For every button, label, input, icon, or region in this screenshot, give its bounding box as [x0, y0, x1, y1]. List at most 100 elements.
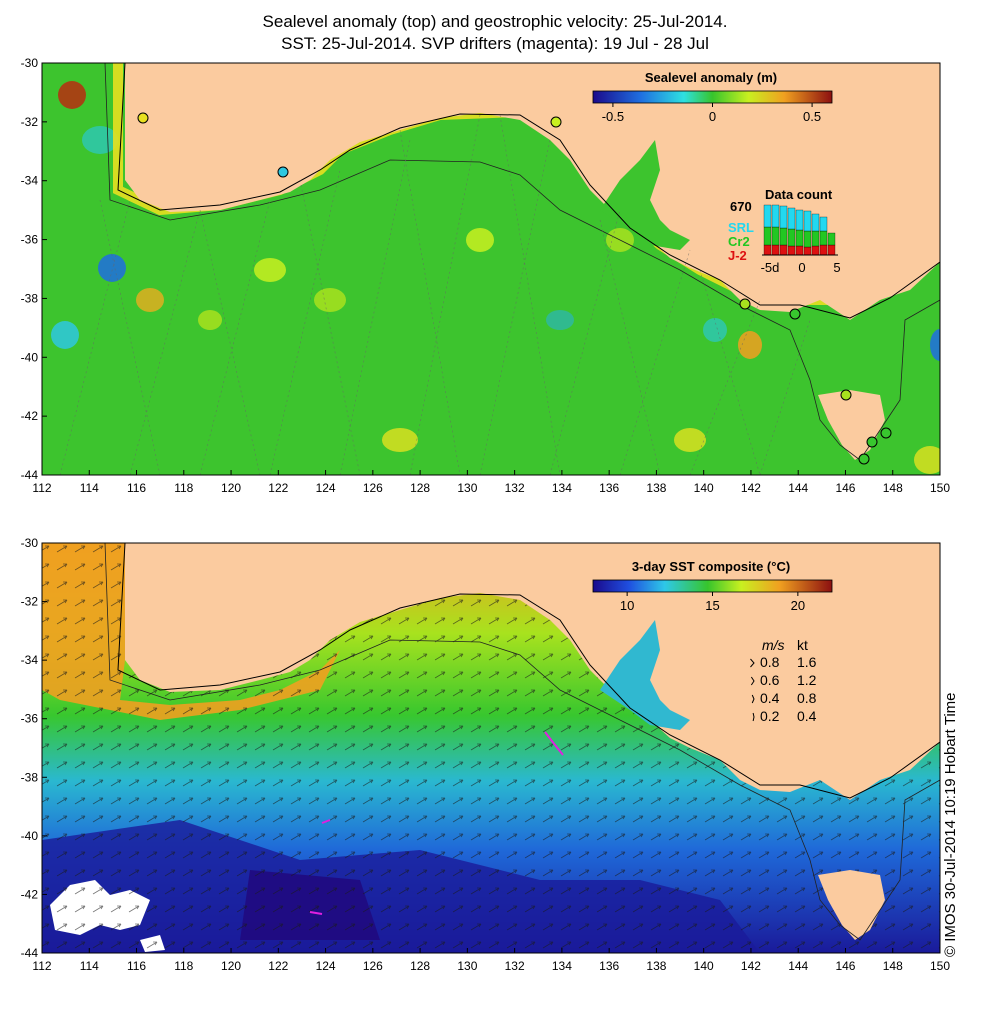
bottom-lon-tick-label: 126: [363, 959, 383, 973]
top-map-frame: [41, 62, 941, 476]
top-lon-tick-label: 124: [316, 481, 336, 495]
bottom-lon-tick-label: 132: [505, 959, 525, 973]
top-lon-tick-label: 132: [505, 481, 525, 495]
velocity-key-ms-value: 0.4: [760, 690, 780, 706]
velocity-key-kt-value: 0.4: [797, 708, 817, 724]
data-count-bar-segment: [811, 213, 820, 232]
data-count-bar-segment: [819, 230, 828, 246]
top-lon-tick-label: 134: [552, 481, 572, 495]
data-count-tick-5: 5: [833, 260, 840, 275]
velocity-key-arrow: [750, 658, 755, 668]
bottom-lon-tick-label: 148: [883, 959, 903, 973]
velocity-key-ms-header: m/s: [762, 637, 785, 653]
colorbar-tick-label: 20: [791, 598, 805, 613]
top-lon-tick-label: 142: [741, 481, 761, 495]
data-count-bar-segment: [771, 226, 780, 246]
bottom-lon-tick-label: 124: [316, 959, 336, 973]
data-count-bar-segment: [795, 209, 804, 231]
bottom-colorbar: 3-day SST composite (°C) 10 15 20: [592, 559, 833, 613]
top-lon-tick-label: 128: [410, 481, 430, 495]
data-count-bar-segment: [779, 244, 788, 256]
data-count-bar-segment: [819, 244, 828, 256]
data-count-tick-neg5: -5d: [761, 260, 780, 275]
data-count-bar-segment: [803, 246, 812, 256]
data-count-inset: Data count 670 SRL Cr2 J-2 -5d 0 5: [728, 187, 841, 275]
bottom-map-frame: [41, 542, 941, 954]
velocity-key-arrow: [752, 712, 755, 722]
bottom-lat-tick-label: -44: [21, 946, 39, 960]
bottom-lon-tick-label: 122: [268, 959, 288, 973]
bottom-lat-tick-label: -36: [21, 712, 39, 726]
bottom-lat-tick-label: -30: [21, 536, 39, 550]
figure-title-line-2: SST: 25-Jul-2014. SVP drifters (magenta)…: [281, 34, 709, 53]
colorbar-tick-label: 0.5: [803, 109, 821, 124]
bottom-lat-tick-label: -32: [21, 595, 39, 609]
top-lon-tick-label: 140: [694, 481, 714, 495]
data-count-bar-segment: [819, 216, 828, 232]
bottom-lat-tick-label: -34: [21, 653, 39, 667]
data-count-bar-segment: [787, 245, 796, 256]
bottom-land-australia: [125, 543, 940, 800]
top-lon-tick-label: 116: [127, 481, 146, 495]
data-count-tick-0: 0: [798, 260, 805, 275]
bottom-lat-tick-label: -38: [21, 770, 39, 784]
colorbar-tick-label: 0: [709, 109, 716, 124]
data-count-bar-segment: [779, 227, 788, 246]
bottom-lon-tick-label: 120: [221, 959, 241, 973]
legend-j2: J-2: [728, 248, 747, 263]
bottom-lat-tick-label: -42: [21, 887, 39, 901]
svp-drifter-tracks: [309, 731, 564, 915]
data-count-title: Data count: [765, 187, 833, 202]
velocity-key-kt-header: kt: [797, 637, 808, 653]
top-lat-tick-label: -44: [21, 468, 39, 482]
bottom-lon-tick-label: 144: [788, 959, 808, 973]
data-count-bar-segment: [771, 204, 780, 228]
top-map-panel: [42, 63, 940, 475]
top-lon-tick-label: 144: [788, 481, 808, 495]
bottom-lon-tick-label: 136: [599, 959, 619, 973]
data-count-bar-segment: [803, 210, 812, 232]
data-count-bar-segment: [827, 244, 836, 256]
bottom-lon-tick-label: 128: [410, 959, 430, 973]
top-lon-tick-label: 112: [32, 481, 51, 495]
top-lon-tick-label: 130: [457, 481, 477, 495]
top-lat-tick-label: -34: [21, 174, 39, 188]
bottom-lon-tick-label: 116: [127, 959, 146, 973]
bottom-lon-tick-label: 138: [646, 959, 666, 973]
altimeter-tracks: [59, 114, 811, 475]
top-lon-tick-label: 118: [174, 481, 193, 495]
data-count-bar-segment: [827, 232, 836, 246]
top-lon-tick-label: 148: [883, 481, 903, 495]
bottom-lon-tick-label: 146: [835, 959, 855, 973]
bottom-lon-tick-label: 150: [930, 959, 950, 973]
colorbar-tick-label: 10: [620, 598, 634, 613]
data-count-bar-segment: [787, 207, 796, 230]
data-count-bar-segment: [763, 244, 772, 256]
top-colorbar: Sealevel anomaly (m) -0.5 0 0.5: [592, 70, 833, 124]
velocity-key-arrow: [751, 694, 755, 704]
top-lat-tick-label: -42: [21, 409, 39, 423]
velocity-key-kt-value: 0.8: [797, 690, 817, 706]
bottom-lon-tick-label: 114: [80, 959, 99, 973]
bottom-lon-tick-label: 118: [174, 959, 193, 973]
velocity-key-kt-value: 1.6: [797, 654, 817, 670]
data-count-bar-segment: [771, 244, 780, 256]
velocity-key-ms-value: 0.2: [760, 708, 780, 724]
top-lon-tick-label: 114: [80, 481, 99, 495]
data-count-bar-segment: [795, 245, 804, 256]
top-lon-tick-label: 126: [363, 481, 383, 495]
top-lon-tick-label: 122: [268, 481, 288, 495]
top-lat-tick-label: -32: [21, 115, 39, 129]
top-lon-tick-label: 138: [646, 481, 666, 495]
data-count-bar-segment: [763, 204, 772, 228]
bottom-lon-tick-label: 130: [457, 959, 477, 973]
imos-credit: © IMOS 30-Jul-2014 10:19 Hobart Time: [942, 692, 959, 957]
data-count-bar-segment: [763, 226, 772, 246]
bottom-map-panel: [42, 543, 940, 953]
top-lat-tick-label: -38: [21, 291, 39, 305]
colorbar-tick-label: 15: [705, 598, 719, 613]
top-lon-tick-label: 150: [930, 481, 950, 495]
data-count-max-label: 670: [730, 199, 752, 214]
top-lat-tick-label: -36: [21, 233, 39, 247]
